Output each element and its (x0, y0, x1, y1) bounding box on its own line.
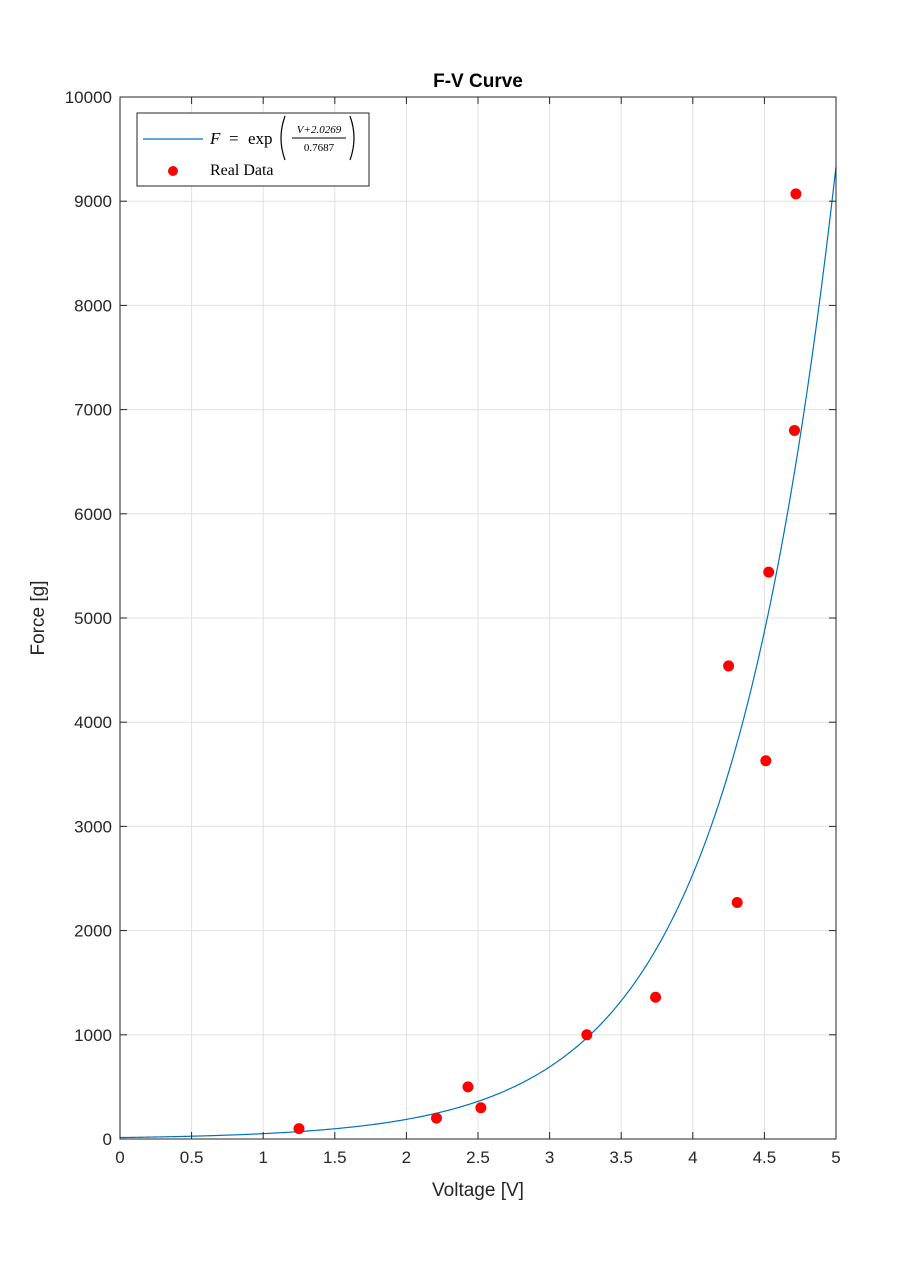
x-tick-label: 4.5 (753, 1148, 777, 1167)
legend-paren-right (349, 115, 355, 161)
y-tick-label: 6000 (74, 505, 112, 524)
data-point (581, 1029, 593, 1041)
x-tick-label: 3 (545, 1148, 554, 1167)
y-tick-label: 8000 (74, 296, 112, 315)
y-tick-labels: 0 1000 2000 3000 4000 5000 6000 7000 8000 9000 100… (65, 88, 112, 1149)
x-tick-label: 3.5 (609, 1148, 633, 1167)
data-point (760, 755, 772, 767)
data-point (763, 566, 775, 578)
chart-title: F-V Curve (433, 71, 523, 92)
y-tick-label: 0 (103, 1130, 112, 1149)
fit-curve-layer (119, 166, 837, 1139)
x-tick-label: 2.5 (466, 1148, 490, 1167)
y-tick-label: 1000 (74, 1026, 112, 1045)
x-tick-labels: 0 0.5 1 1.5 2 2.5 3 3.5 4 4.5 5 (115, 1148, 840, 1167)
x-tick-label: 2 (402, 1148, 411, 1167)
data-point (430, 1112, 442, 1124)
data-point (293, 1123, 305, 1135)
fit-curve-line (119, 166, 837, 1139)
x-tick-label: 0.5 (180, 1148, 204, 1167)
data-point (462, 1081, 474, 1093)
y-tick-label: 4000 (74, 713, 112, 732)
legend-marker-swatch (168, 166, 178, 176)
x-tick-label: 4 (688, 1148, 697, 1167)
y-tick-label: 7000 (74, 401, 112, 420)
legend-equals: = (229, 129, 239, 148)
y-axis-label: Force [g] (28, 581, 49, 656)
x-axis-label: Voltage [V] (432, 1180, 524, 1201)
data-point (790, 188, 802, 200)
y-tick-label: 9000 (74, 192, 112, 211)
y-tick-label: 2000 (74, 922, 112, 941)
data-point (475, 1102, 487, 1114)
legend-denominator: 0.7687 (304, 142, 335, 154)
x-tick-label: 0 (115, 1148, 124, 1167)
data-point (788, 424, 800, 436)
legend-function: exp (248, 129, 273, 148)
legend-numerator: V+2.0269 (297, 124, 342, 136)
data-point (650, 991, 662, 1003)
axis-ticks (119, 96, 837, 1140)
y-tick-label: 10000 (65, 88, 112, 107)
legend-label-real-data: Real Data (210, 162, 274, 179)
x-tick-label: 1.5 (323, 1148, 347, 1167)
x-tick-label: 5 (831, 1148, 840, 1167)
legend-lhs: F (209, 129, 221, 148)
legend: F = exp V+2.0269 0.7687 Real Data (136, 112, 370, 187)
y-tick-label: 5000 (74, 609, 112, 628)
legend-paren-left (280, 115, 286, 161)
data-points-layer (293, 188, 802, 1135)
data-point (731, 896, 743, 908)
data-point (723, 660, 735, 672)
x-tick-label: 1 (258, 1148, 267, 1167)
y-tick-label: 3000 (74, 817, 112, 836)
